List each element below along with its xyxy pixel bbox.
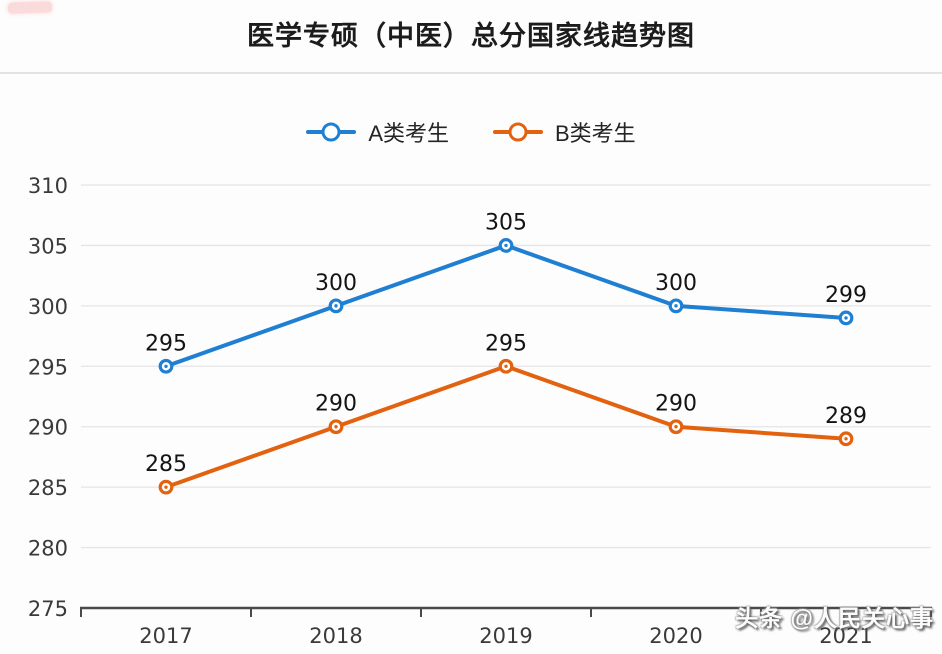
y-axis-tick-label: 290	[28, 416, 68, 440]
data-point-dot	[844, 437, 848, 441]
data-point-dot	[504, 364, 508, 368]
data-point-label: 285	[145, 452, 187, 477]
x-axis-tick-label: 2020	[649, 624, 702, 648]
data-point-label: 305	[485, 210, 527, 235]
legend-line-circle-icon	[306, 122, 357, 142]
data-point-label: 295	[485, 331, 527, 356]
data-point-label: 290	[655, 392, 697, 417]
y-axis-tick-label: 295	[28, 355, 68, 379]
legend: A类考生 B类考生	[0, 116, 942, 148]
data-point-dot	[164, 364, 168, 368]
data-point-dot	[674, 304, 678, 308]
y-axis-tick-label: 275	[28, 597, 68, 621]
data-point-label: 300	[655, 271, 697, 296]
data-point-label: 299	[825, 283, 867, 308]
data-point-dot	[334, 425, 338, 429]
x-axis-tick-label: 2021	[819, 624, 872, 648]
legend-label: A类考生	[368, 121, 449, 146]
y-axis-tick-label: 305	[28, 234, 68, 258]
x-axis-tick-label: 2019	[479, 624, 532, 648]
data-point-dot	[844, 316, 848, 320]
data-point-label: 300	[315, 271, 357, 296]
data-point-dot	[504, 243, 508, 248]
x-axis-tick-label: 2017	[139, 624, 192, 648]
y-axis-tick-label: 280	[28, 537, 68, 561]
x-axis-tick-label: 2018	[309, 624, 362, 648]
watermark-text: 头条 @人民关心事	[735, 605, 934, 631]
data-point-dot	[674, 425, 678, 429]
legend-item-a[interactable]: A类考生	[306, 116, 449, 148]
data-point-dot	[334, 304, 338, 308]
legend-label: B类考生	[555, 121, 636, 146]
data-point-label: 295	[145, 331, 187, 356]
title-divider	[0, 72, 942, 74]
chart-title: 医学专硕（中医）总分国家线趋势图	[247, 21, 695, 51]
y-axis-tick-label: 285	[28, 476, 68, 500]
y-axis-tick-label: 300	[28, 295, 68, 319]
legend-item-b[interactable]: B类考生	[493, 116, 636, 148]
legend-line-circle-icon	[493, 122, 543, 142]
data-point-label: 289	[825, 404, 867, 429]
data-point-dot	[164, 485, 168, 489]
y-axis-tick-label: 310	[28, 174, 68, 198]
data-point-label: 290	[315, 392, 357, 417]
